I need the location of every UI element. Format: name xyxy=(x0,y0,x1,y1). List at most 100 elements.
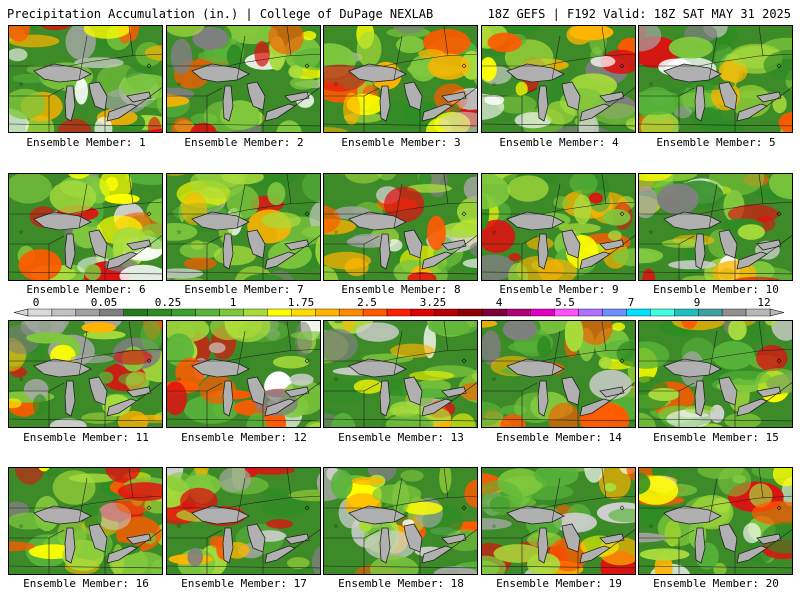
political-border xyxy=(766,235,792,255)
ensemble-member-map[interactable]: ☆ ◇ xyxy=(166,173,321,281)
lake-outline xyxy=(126,386,152,398)
colorbar-min-arrow xyxy=(13,308,29,317)
ensemble-member-label: Ensemble Member: 19 xyxy=(496,577,622,590)
lake-outline xyxy=(64,233,76,270)
lake-outline xyxy=(506,358,565,378)
political-border xyxy=(78,330,88,376)
colorbar-swatch xyxy=(482,308,507,317)
lake-outline xyxy=(421,398,453,417)
political-border xyxy=(167,348,320,362)
political-border xyxy=(766,529,792,549)
city-diamond-icon: ◇ xyxy=(462,61,467,70)
ensemble-member-map[interactable]: ☆ ◇ xyxy=(323,173,478,281)
lake-outline xyxy=(264,103,296,122)
lake-outline xyxy=(33,505,92,525)
colorbar-swatch xyxy=(410,308,436,317)
lake-outline xyxy=(106,398,138,417)
precipitation-map: ☆◇ xyxy=(167,174,320,280)
political-border xyxy=(482,123,635,127)
ensemble-member-map[interactable]: ☆ ◇ xyxy=(166,25,321,133)
political-border xyxy=(678,235,695,245)
city-diamond-icon: ◇ xyxy=(620,356,625,365)
lake-outline xyxy=(736,103,768,122)
ensemble-member-map[interactable]: ☆ ◇ xyxy=(8,25,163,133)
lake-outline xyxy=(599,239,625,251)
political-border xyxy=(766,87,792,107)
lake-outline xyxy=(736,398,768,417)
political-border xyxy=(48,529,65,539)
ensemble-member-map[interactable]: ☆ ◇ xyxy=(481,320,636,428)
lake-outline xyxy=(537,380,549,417)
capital-star-icon: ☆ xyxy=(649,521,654,530)
ensemble-member-map[interactable]: ☆ ◇ xyxy=(638,173,793,281)
ensemble-member-label: Ensemble Member: 18 xyxy=(338,577,464,590)
colorbar-tick-label: 1 xyxy=(229,296,237,309)
lake-outline xyxy=(126,91,152,103)
political-border xyxy=(294,382,320,402)
ensemble-member-label: Ensemble Member: 6 xyxy=(26,283,146,296)
political-border xyxy=(167,53,320,67)
colorbar-swatch xyxy=(362,308,388,317)
political-border xyxy=(136,382,162,402)
political-border xyxy=(48,87,65,97)
ensemble-member-map[interactable]: ☆ ◇ xyxy=(166,320,321,428)
political-border xyxy=(758,321,764,352)
political-border xyxy=(601,26,607,57)
political-border xyxy=(9,201,162,215)
political-border xyxy=(206,382,223,392)
precipitation-map: ☆◇ xyxy=(639,468,792,574)
capital-star-icon: ☆ xyxy=(19,79,24,88)
ensemble-member-label: Ensemble Member: 1 xyxy=(26,136,146,149)
political-border xyxy=(521,235,538,245)
ensemble-member-map[interactable]: ☆ ◇ xyxy=(8,467,163,575)
political-border xyxy=(551,330,561,376)
capital-star-icon: ☆ xyxy=(334,374,339,383)
political-border xyxy=(451,382,477,402)
political-border xyxy=(206,87,223,97)
political-border xyxy=(609,87,635,107)
political-border xyxy=(639,495,792,509)
political-border xyxy=(294,87,320,107)
model-run-info: 18Z GEFS | F192 Valid: 18Z SAT MAY 31 20… xyxy=(487,7,791,21)
precipitation-map: ☆◇ xyxy=(9,174,162,280)
colorbar-swatch xyxy=(745,308,771,317)
ensemble-member-map[interactable]: ☆ ◇ xyxy=(481,173,636,281)
colorbar-swatch xyxy=(243,308,268,317)
lake-outline xyxy=(506,505,565,525)
ensemble-member-map[interactable]: ☆ ◇ xyxy=(481,25,636,133)
political-border xyxy=(286,174,292,205)
political-border xyxy=(758,468,764,499)
colorbar-swatch xyxy=(721,308,747,317)
lake-outline xyxy=(421,251,453,270)
lake-outline xyxy=(284,533,310,545)
political-border xyxy=(167,123,320,127)
ensemble-member-map[interactable]: ☆ ◇ xyxy=(638,320,793,428)
political-border xyxy=(286,321,292,352)
ensemble-member-map[interactable]: ☆ ◇ xyxy=(323,320,478,428)
ensemble-member-map[interactable]: ☆ ◇ xyxy=(166,467,321,575)
political-border xyxy=(324,53,477,67)
capital-star-icon: ☆ xyxy=(334,521,339,530)
political-border xyxy=(236,35,246,81)
ensemble-member-map[interactable]: ☆ ◇ xyxy=(638,467,793,575)
ensemble-member-map[interactable]: ☆ ◇ xyxy=(323,25,478,133)
ensemble-member-map[interactable]: ☆ ◇ xyxy=(8,173,163,281)
ensemble-member-map[interactable]: ☆ ◇ xyxy=(638,25,793,133)
political-border xyxy=(9,495,162,509)
colorbar-tick-label: 0 xyxy=(32,296,40,309)
political-border xyxy=(363,235,380,245)
lake-outline xyxy=(64,85,76,122)
ensemble-member-map[interactable]: ☆ ◇ xyxy=(8,320,163,428)
lake-outline xyxy=(64,380,76,417)
political-border xyxy=(167,418,320,422)
colorbar-swatch xyxy=(171,308,196,317)
ensemble-member-map[interactable]: ☆ ◇ xyxy=(481,467,636,575)
ensemble-member-map[interactable]: ☆ ◇ xyxy=(323,467,478,575)
political-border xyxy=(639,123,792,127)
political-border xyxy=(324,271,477,275)
lake-outline xyxy=(441,239,467,251)
lake-outline xyxy=(264,545,296,564)
political-border xyxy=(758,174,764,205)
colorbar-swatch xyxy=(51,308,77,317)
political-border xyxy=(9,123,162,127)
